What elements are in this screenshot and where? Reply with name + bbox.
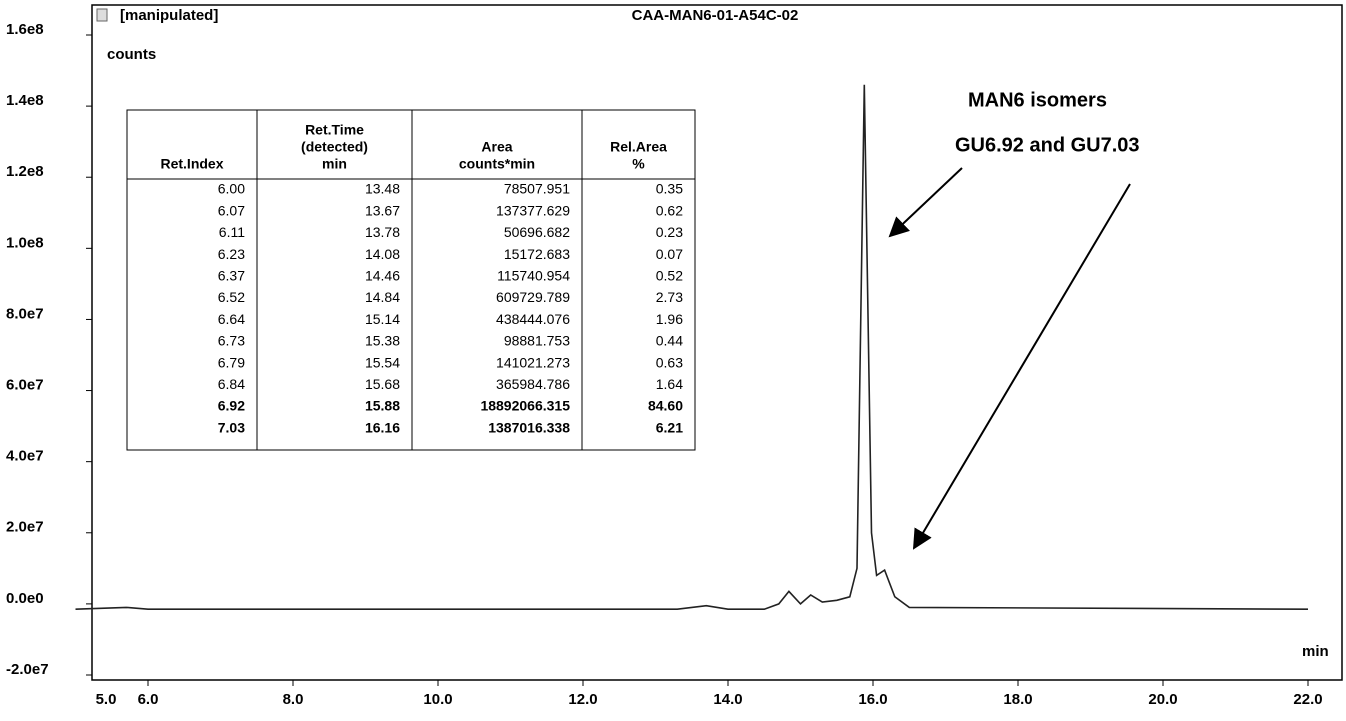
table-cell: 6.79 xyxy=(218,354,245,370)
table-cell: 0.52 xyxy=(656,268,683,284)
table-header: (detected) xyxy=(301,139,368,155)
table-header: Ret.Time xyxy=(305,122,364,138)
x-tick-label: 22.0 xyxy=(1293,691,1322,708)
table-cell: 6.64 xyxy=(218,311,245,327)
chart-title: CAA-MAN6-01-A54C-02 xyxy=(632,7,799,24)
table-cell: 14.84 xyxy=(365,289,400,305)
table-cell: 365984.786 xyxy=(496,376,570,392)
x-tick-label: 20.0 xyxy=(1148,691,1177,708)
table-frame xyxy=(126,109,696,451)
table-cell: 6.73 xyxy=(218,333,245,349)
table-cell: 0.44 xyxy=(656,333,683,349)
y-tick-label: 4.0e7 xyxy=(6,448,44,465)
table-cell: 13.78 xyxy=(365,224,400,240)
table-cell: 15.54 xyxy=(365,354,400,370)
table-cell: 7.03 xyxy=(218,419,245,435)
y-tick-label: 1.2e8 xyxy=(6,163,44,180)
table-cell: 438444.076 xyxy=(496,311,570,327)
table-cell: 18892066.315 xyxy=(480,398,570,414)
y-tick-label: 2.0e7 xyxy=(6,519,44,536)
y-tick-label: 1.4e8 xyxy=(6,92,44,109)
table-header: counts*min xyxy=(459,156,535,172)
arrow xyxy=(888,167,963,238)
table-cell: 16.16 xyxy=(365,419,400,435)
table-cell: 6.23 xyxy=(218,246,245,262)
table-cell: 1387016.338 xyxy=(488,419,570,435)
y-tick-label: 0.0e0 xyxy=(6,590,44,607)
table-cell: 137377.629 xyxy=(496,202,570,218)
x-tick-label: 14.0 xyxy=(713,691,742,708)
table-cell: 15.88 xyxy=(365,398,400,414)
x-tick-label: 8.0 xyxy=(283,691,304,708)
table-cell: 13.67 xyxy=(365,202,400,218)
table-cell: 50696.682 xyxy=(504,224,570,240)
trace xyxy=(75,84,1309,610)
annotation: MAN6 isomers xyxy=(968,89,1107,111)
table-cell: 0.23 xyxy=(656,224,683,240)
x-tick-label: 16.0 xyxy=(858,691,887,708)
table-cell: 14.08 xyxy=(365,246,400,262)
table-cell: 6.37 xyxy=(218,268,245,284)
table-cell: 78507.951 xyxy=(504,181,570,197)
table-cell: 84.60 xyxy=(648,398,683,414)
y-tick-label: -2.0e7 xyxy=(6,661,49,678)
table-cell: 15172.683 xyxy=(504,246,570,262)
status: [manipulated] xyxy=(120,7,218,24)
table-cell: 1.96 xyxy=(656,311,683,327)
table-cell: 14.46 xyxy=(365,268,400,284)
table-cell: 0.63 xyxy=(656,354,683,370)
table-header: Rel.Area xyxy=(610,139,667,155)
x-tick-label: 18.0 xyxy=(1003,691,1032,708)
table-cell: 0.62 xyxy=(656,202,683,218)
table-cell: 15.14 xyxy=(365,311,400,327)
table-header: Ret.Index xyxy=(160,156,223,172)
table-header: Area xyxy=(481,139,512,155)
y-tick-label: 1.0e8 xyxy=(6,234,44,251)
x-axis-label: min xyxy=(1302,643,1329,660)
table-cell: 6.92 xyxy=(218,398,245,414)
table-header: min xyxy=(322,156,347,172)
x-tick-label: 12.0 xyxy=(568,691,597,708)
table-cell: 6.84 xyxy=(218,376,245,392)
table-cell: 2.73 xyxy=(656,289,683,305)
table-cell: 6.11 xyxy=(219,224,245,240)
table-cell: 15.38 xyxy=(365,333,400,349)
table-cell: 6.52 xyxy=(218,289,245,305)
table-cell: 98881.753 xyxy=(504,333,570,349)
x-tick-label: 6.0 xyxy=(138,691,159,708)
table-cell: 6.07 xyxy=(218,202,245,218)
peak-table: Ret.Index Ret.Time(detected)min Areacounts… xyxy=(126,109,696,451)
table-cell: 13.48 xyxy=(365,181,400,197)
annotation: GU6.92 and GU7.03 xyxy=(955,134,1140,156)
x-tick-label: 10.0 xyxy=(423,691,452,708)
table-cell: 15.68 xyxy=(365,376,400,392)
y-tick-label: 1.6e8 xyxy=(6,21,44,38)
table-cell: 609729.789 xyxy=(496,289,570,305)
y-tick-label: 6.0e7 xyxy=(6,377,44,394)
x-tick-label: 5.0 xyxy=(96,691,117,708)
plot-frame xyxy=(91,4,1343,681)
table-cell: 6.21 xyxy=(656,419,683,435)
y-axis-label: counts xyxy=(107,46,156,63)
table-cell: 6.00 xyxy=(218,181,245,197)
table-cell: 1.64 xyxy=(656,376,683,392)
y-tick-label: 8.0e7 xyxy=(6,305,44,322)
table-header: % xyxy=(632,156,645,172)
table-cell: 0.35 xyxy=(656,181,683,197)
table-cell: 115740.954 xyxy=(497,268,570,284)
table-cell: 141021.273 xyxy=(496,354,570,370)
arrow xyxy=(912,183,1131,550)
table-cell: 0.07 xyxy=(656,246,683,262)
status-icon xyxy=(96,8,108,22)
